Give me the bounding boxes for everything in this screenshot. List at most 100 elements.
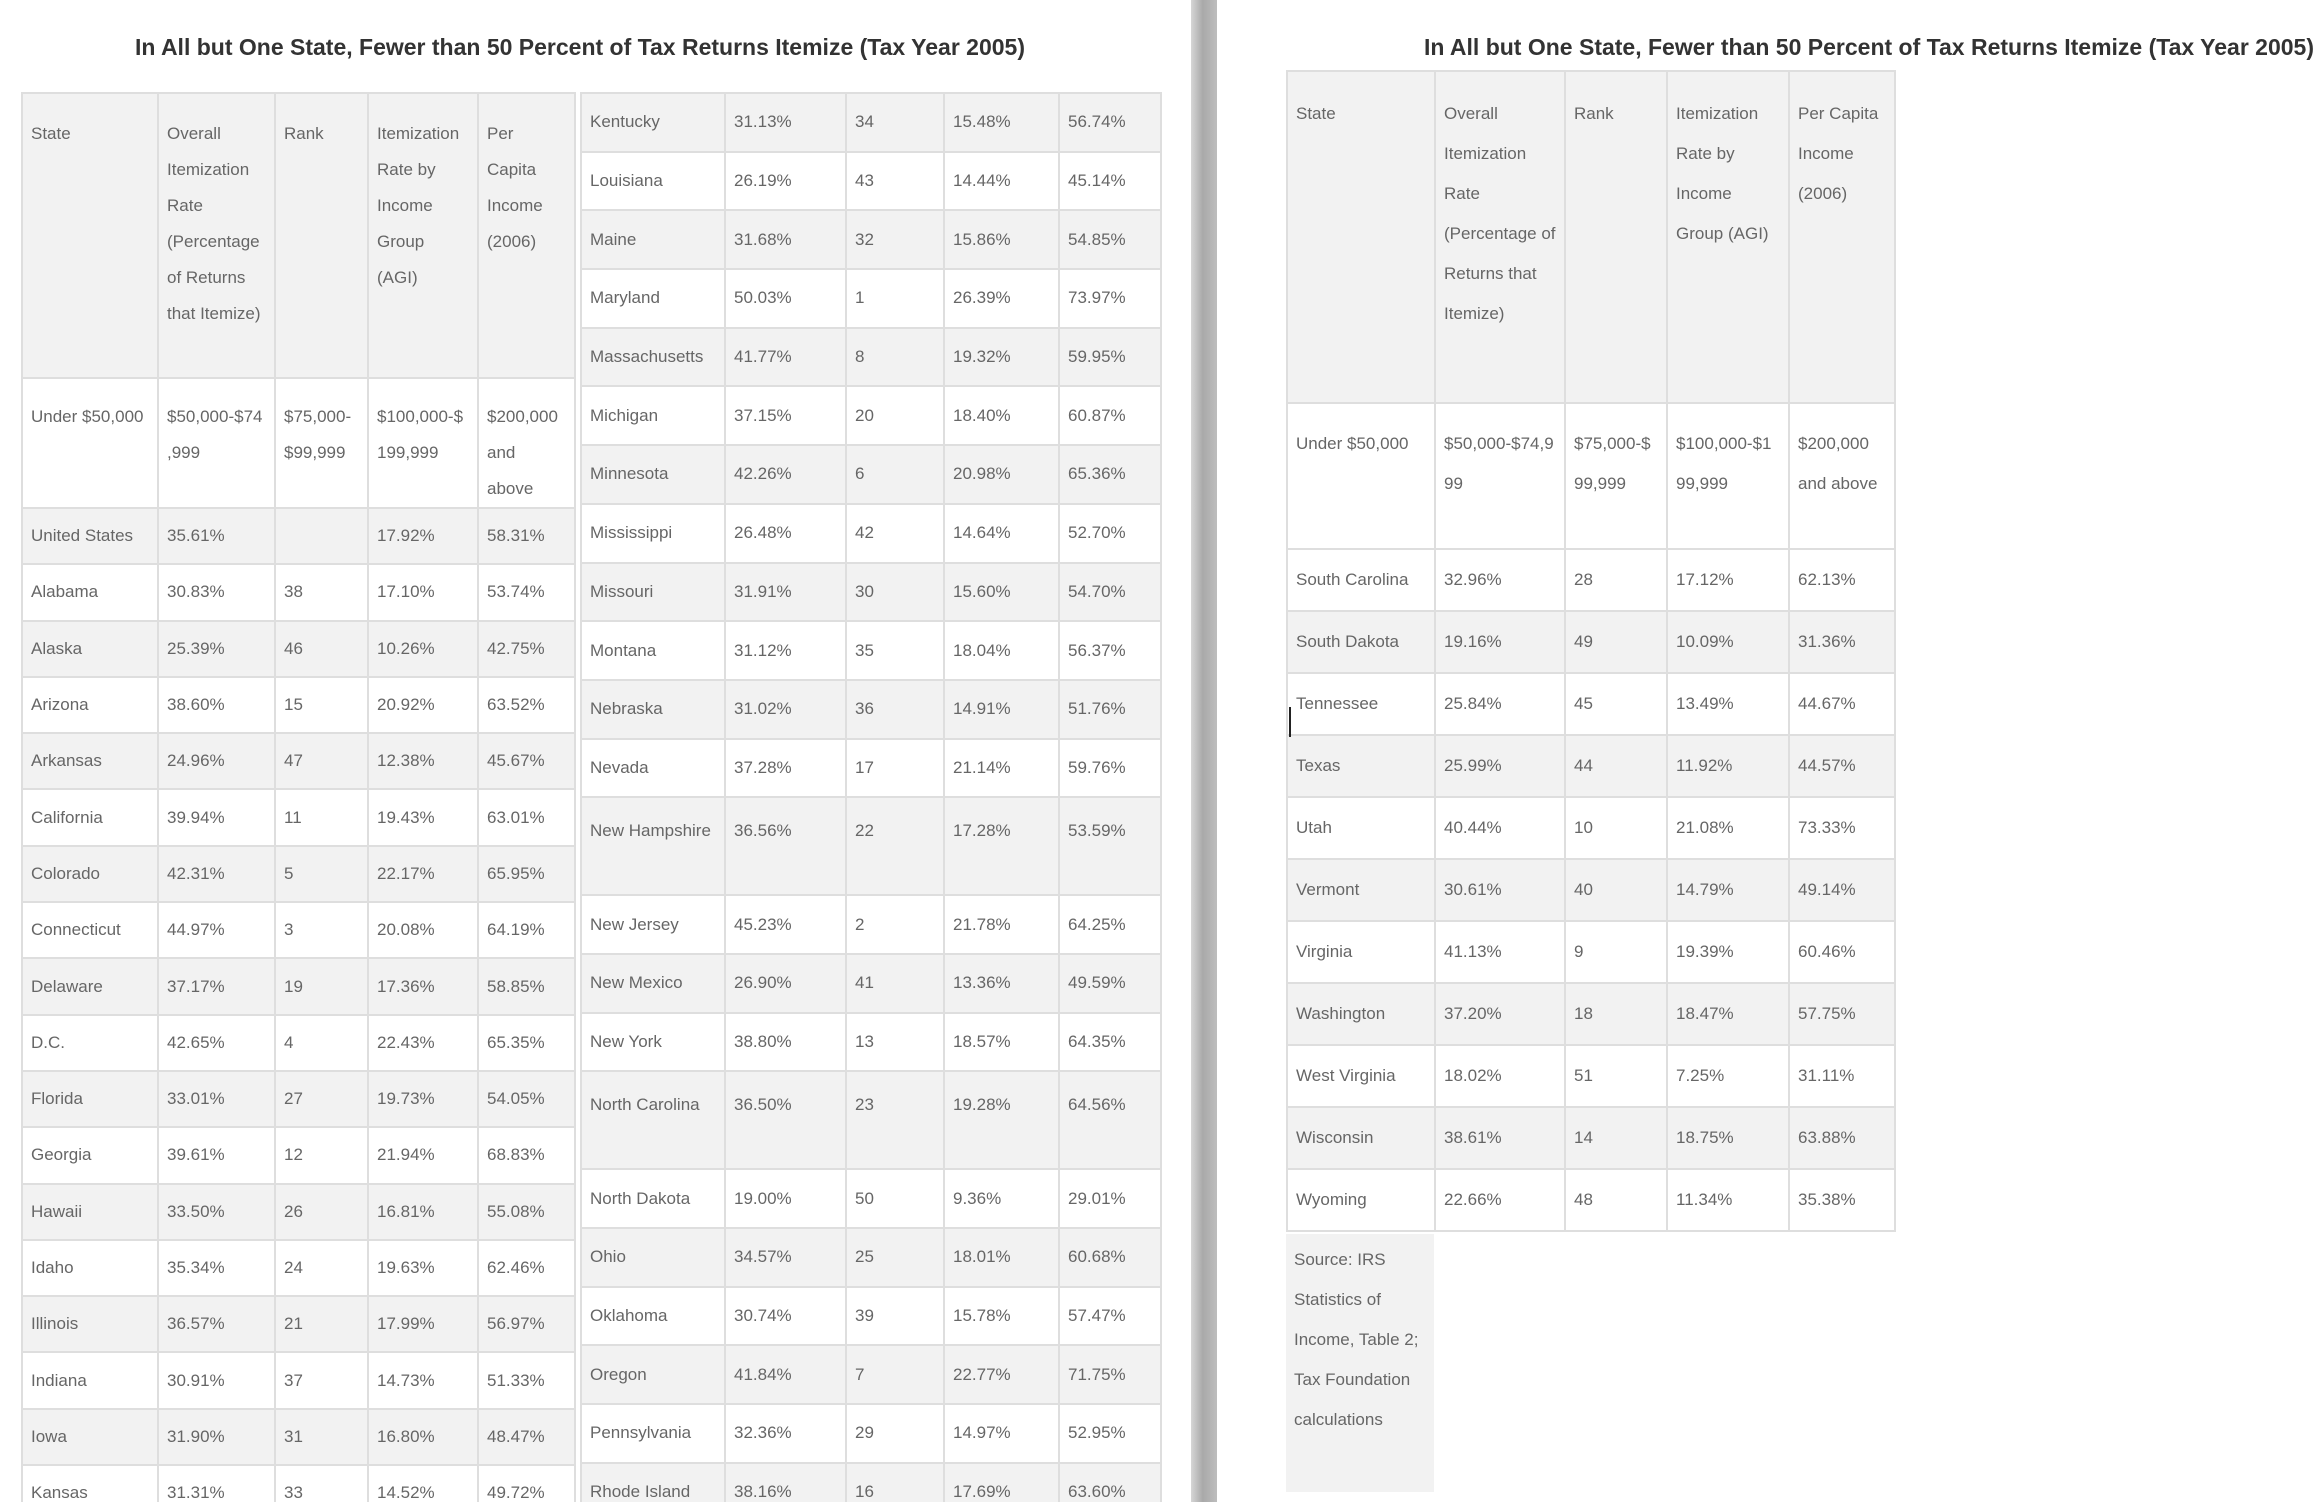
table-row-cell: 11 [274, 788, 369, 847]
table-row-cell: 45.14% [1058, 150, 1162, 212]
table-row-cell: 34.57% [724, 1227, 847, 1288]
table-row-cell: 21.78% [943, 894, 1060, 955]
table-row-cell: 63.52% [477, 675, 576, 735]
table-row-cell: 14.44% [943, 150, 1060, 212]
table-row-cell: 22.17% [367, 844, 479, 904]
table-row-cell: Virginia [1286, 920, 1436, 984]
income-group-row-cell: $50,000-$74,999 [1434, 402, 1566, 550]
itemization-table-part-3: State Overall Itemization Rate (Percentag… [1286, 70, 1896, 1232]
income-group-row-cell: $75,000-$99,999 [274, 377, 369, 509]
table-row: Vermont 30.61% 40 14.79% 49.14% [1286, 858, 1896, 922]
table-row-cell: 38.61% [1434, 1106, 1566, 1170]
table-row-cell: Minnesota [580, 444, 726, 505]
table-row-cell: 37.15% [724, 385, 847, 447]
table-row-cell: New Mexico [580, 952, 726, 1014]
table-row: Minnesota 42.26% 6 20.98% 65.36% [580, 444, 1162, 505]
table-row-cell: 40.44% [1434, 796, 1566, 860]
table-row-cell: Louisiana [580, 150, 726, 212]
table-row-cell: 49.72% [477, 1464, 576, 1502]
header-row: State Overall Itemization Rate (Percentag… [1286, 70, 1896, 404]
table-row-cell: 56.74% [1058, 92, 1162, 153]
table-row-cell: Mississippi [580, 502, 726, 564]
right-panel: In All but One State, Fewer than 50 Perc… [1217, 0, 2314, 1502]
table-row-cell: Ohio [580, 1227, 726, 1288]
table-row-cell: 18.04% [943, 620, 1060, 681]
income-group-row-cell: $100,000-$199,999 [367, 377, 479, 509]
table-row-cell: 41.13% [1434, 920, 1566, 984]
table-row: Ohio 34.57% 25 18.01% 60.68% [580, 1227, 1162, 1288]
table-row-cell: 60.68% [1058, 1227, 1162, 1288]
table-row-cell: Colorado [21, 844, 159, 904]
table-row-cell: Texas [1286, 734, 1436, 798]
table-row-cell: 73.97% [1058, 268, 1162, 329]
table-row-cell: 48.47% [477, 1407, 576, 1467]
table-row: Nevada 37.28% 17 21.14% 59.76% [580, 737, 1162, 799]
table-row-cell: 73.33% [1788, 796, 1896, 860]
table-row-cell: 44.97% [157, 901, 276, 960]
table-row-cell: 32 [845, 209, 945, 271]
table-row-cell: 22.77% [943, 1344, 1060, 1406]
table-row: Louisiana 26.19% 43 14.44% 45.14% [580, 150, 1162, 212]
table-row: Maine 31.68% 32 15.86% 54.85% [580, 209, 1162, 271]
table-row-cell: 10 [1564, 796, 1668, 860]
table-row: Missouri 31.91% 30 15.60% 54.70% [580, 561, 1162, 623]
table-row-cell: 17.28% [943, 796, 1060, 897]
table-row-cell: 19.73% [367, 1069, 479, 1129]
table-row-cell: 44.57% [1788, 734, 1896, 798]
table-row-cell: 19.32% [943, 326, 1060, 388]
table-row: New York 38.80% 13 18.57% 64.35% [580, 1011, 1162, 1073]
table-row: Alaska 25.39% 46 10.26% 42.75% [21, 619, 576, 678]
table-row-cell: 41.77% [724, 326, 847, 388]
table-row-cell: 18.01% [943, 1227, 1060, 1288]
table-row-cell: New Hampshire [580, 796, 726, 897]
table-row-cell: 17 [845, 737, 945, 799]
table-row-cell: 15.48% [943, 92, 1060, 153]
table-row-cell: 42.65% [157, 1013, 276, 1072]
table-row-cell: 53.74% [477, 563, 576, 622]
split-divider[interactable] [1191, 0, 1217, 1502]
table-row-cell: 18.47% [1666, 982, 1790, 1046]
table-row-cell: 37.20% [1434, 982, 1566, 1046]
table-row: Delaware 37.17% 19 17.36% 58.85% [21, 957, 576, 1016]
table-row-cell: Arizona [21, 675, 159, 735]
table-row-cell: 22 [845, 796, 945, 897]
table-row-cell: 17.69% [943, 1461, 1060, 1502]
header-row-cell: State [21, 92, 159, 379]
table-row: West Virginia 18.02% 51 7.25% 31.11% [1286, 1044, 1896, 1108]
table-row-cell: 65.95% [477, 844, 576, 904]
table-row-cell: 34 [845, 92, 945, 153]
table-row-cell: 50 [845, 1168, 945, 1229]
table-row: Rhode Island 38.16% 16 17.69% 63.60% [580, 1461, 1162, 1502]
table-row-cell: 27 [274, 1069, 369, 1129]
table-row-cell: 63.88% [1788, 1106, 1896, 1170]
table-row: North Carolina 36.50% 23 19.28% 64.56% [580, 1070, 1162, 1171]
table-title: In All but One State, Fewer than 50 Perc… [134, 34, 1026, 60]
table-row-cell: 64.19% [477, 901, 576, 960]
table-row-cell: 43 [845, 150, 945, 212]
table-row-cell: 54.85% [1058, 209, 1162, 271]
table-row-cell: 33.01% [157, 1069, 276, 1129]
table-row-cell: 59.76% [1058, 737, 1162, 799]
table-row-cell: 40 [1564, 858, 1668, 922]
table-row: Texas 25.99% 44 11.92% 44.57% [1286, 734, 1896, 798]
table-row-cell: 16.80% [367, 1407, 479, 1467]
table-row-cell: 36.56% [724, 796, 847, 897]
itemization-table-part-1: State Overall Itemization Rate (Percentag… [21, 92, 576, 1502]
table-row-cell: Florida [21, 1069, 159, 1129]
table-row-cell: 24.96% [157, 732, 276, 791]
table-row-cell: North Dakota [580, 1168, 726, 1229]
table-row-cell: 31.90% [157, 1407, 276, 1467]
table-row: Wisconsin 38.61% 14 18.75% 63.88% [1286, 1106, 1896, 1170]
table-row-cell: 57.47% [1058, 1285, 1162, 1347]
table-row: Alabama 30.83% 38 17.10% 53.74% [21, 563, 576, 622]
header-row-cell: Itemization Rate by Income Group (AGI) [1666, 70, 1790, 404]
table-row-cell: 63.60% [1058, 1461, 1162, 1502]
table-row-cell: California [21, 788, 159, 847]
table-row-cell: Maine [580, 209, 726, 271]
table-row-cell: Connecticut [21, 901, 159, 960]
table-row-cell: 21 [274, 1295, 369, 1354]
table-row: South Dakota 19.16% 49 10.09% 31.36% [1286, 610, 1896, 674]
table-row: Kansas 31.31% 33 14.52% 49.72% [21, 1464, 576, 1502]
table-row-cell: 23 [845, 1070, 945, 1171]
table-row-cell: 19.39% [1666, 920, 1790, 984]
